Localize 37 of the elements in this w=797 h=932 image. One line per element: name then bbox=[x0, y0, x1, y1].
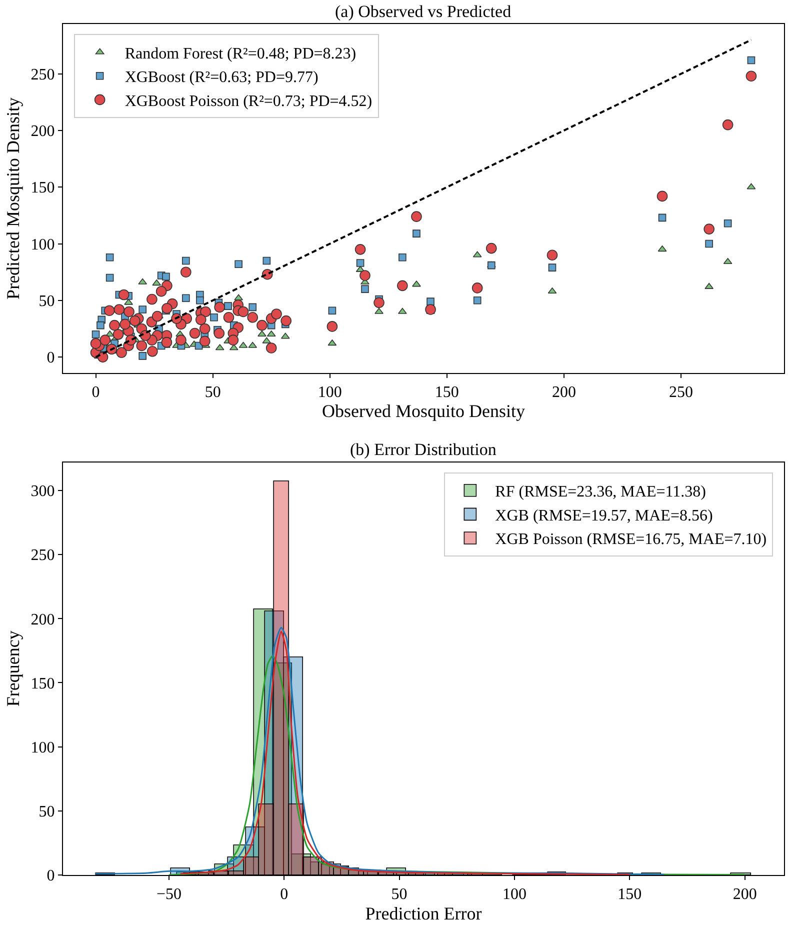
y-tick-label: 100 bbox=[30, 739, 55, 756]
legend-label: XGB (RMSE=19.57, MAE=8.56) bbox=[495, 507, 713, 524]
x-axis-title: Observed Mosquito Density bbox=[322, 401, 525, 422]
y-tick-label: 50 bbox=[38, 293, 55, 310]
x-tick-label: 250 bbox=[669, 384, 693, 402]
x-tick-label: 150 bbox=[434, 384, 459, 402]
x-tick-label: 200 bbox=[732, 886, 757, 904]
chart-title: (a) Observed vs Predicted bbox=[335, 2, 512, 21]
legend-label: XGB Poisson (RMSE=16.75, MAE=7.10) bbox=[495, 531, 767, 548]
x-tick-label: −50 bbox=[156, 886, 182, 904]
legend-label: XGBoost (R²=0.63; PD=9.77) bbox=[124, 69, 318, 86]
chart-title: (b) Error Distribution bbox=[350, 440, 497, 459]
x-tick-label: 50 bbox=[391, 886, 408, 904]
x-tick-label: 0 bbox=[280, 886, 288, 904]
x-axis-title: Prediction Error bbox=[365, 903, 482, 924]
y-tick-label: 200 bbox=[30, 611, 55, 628]
y-axis-title: Frequency bbox=[3, 630, 23, 707]
y-tick-label: 0 bbox=[46, 350, 55, 367]
x-tick-label: 200 bbox=[552, 384, 576, 402]
x-tick-label: 100 bbox=[502, 886, 526, 904]
legend-label: Random Forest (R²=0.48; PD=8.23) bbox=[124, 45, 356, 62]
y-tick-label: 300 bbox=[30, 483, 55, 500]
y-tick-label: 50 bbox=[38, 804, 55, 821]
y-axis-title: Predicted Mosquito Density bbox=[3, 97, 23, 300]
x-tick-label: 50 bbox=[204, 384, 221, 402]
y-tick-label: 250 bbox=[30, 547, 55, 564]
legend-label: XGBoost Poisson (R²=0.73; PD=4.52) bbox=[124, 92, 372, 110]
y-tick-label: 100 bbox=[30, 236, 55, 254]
x-tick-label: 150 bbox=[618, 886, 642, 904]
y-tick-label: 250 bbox=[30, 66, 55, 84]
y-tick-label: 150 bbox=[30, 675, 55, 692]
x-tick-label: 0 bbox=[92, 384, 100, 402]
y-tick-label: 150 bbox=[30, 180, 55, 197]
y-tick-label: 200 bbox=[30, 123, 55, 140]
x-tick-label: 100 bbox=[318, 384, 342, 402]
y-tick-label: 0 bbox=[46, 868, 55, 885]
legend-label: RF (RMSE=23.36, MAE=11.38) bbox=[495, 484, 706, 501]
